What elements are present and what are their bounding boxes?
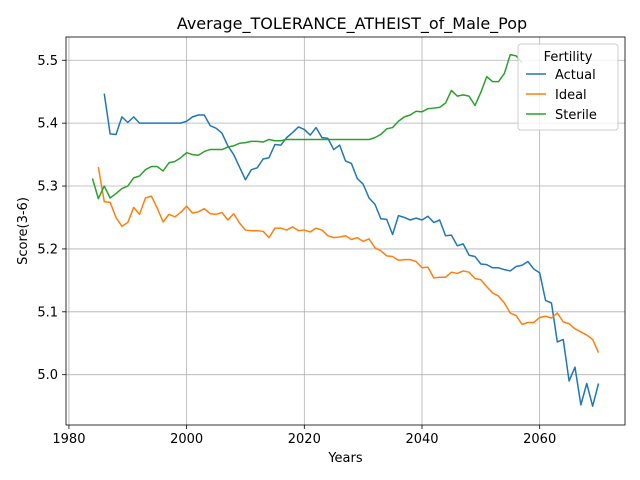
legend-label-actual: Actual [555,68,596,83]
legend-label-sterile: Sterile [555,108,597,123]
legend-box [517,43,619,131]
chart-title: Average_TOLERANCE_ATHEIST_of_Male_Pop [177,14,527,34]
x-axis-label: Years [327,451,363,466]
x-tick-label: 2020 [288,432,321,447]
legend-title: Fertility [544,50,593,65]
x-tick-label: 1980 [52,432,85,447]
y-tick-label: 5.4 [37,117,58,132]
x-tick-label: 2060 [523,432,556,447]
y-tick-label: 5.1 [37,305,58,320]
series-line-ideal [97,167,600,353]
series-line-sterile [91,53,523,200]
axis-ticks: 1980 2000 2020 2040 2060 5.0 5.1 5.2 5.3 5.4 5.5 [37,54,556,447]
x-tick-label: 2000 [170,432,203,447]
y-tick-label: 5.3 [37,180,58,195]
y-tick-label: 5.2 [37,242,58,257]
y-axis-label: Score(3-6) [16,197,31,265]
y-tick-label: 5.0 [37,368,58,383]
x-tick-label: 2040 [405,432,438,447]
legend-label-ideal: Ideal [555,88,587,103]
plot-frame [65,36,626,426]
legend: Fertility Actual Ideal Sterile [517,43,619,131]
y-tick-label: 5.5 [37,54,58,69]
series-lines [91,53,600,407]
series-line-actual [103,93,600,407]
